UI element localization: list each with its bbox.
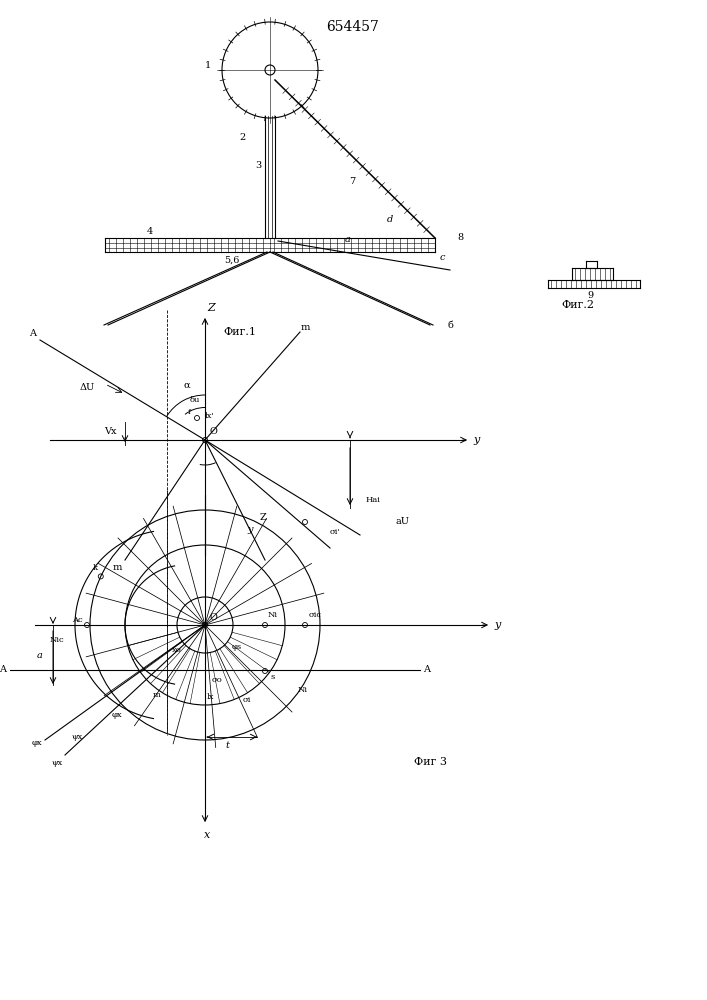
Text: i': i' [187,408,192,416]
Text: O: O [209,612,217,621]
Text: m: m [112,564,122,572]
Text: y: y [495,620,501,630]
Text: σo: σo [211,676,223,684]
Text: d: d [387,216,393,225]
Text: x: x [204,830,210,840]
Text: Ni: Ni [268,611,278,619]
Text: σic: σic [308,611,322,619]
Text: α: α [184,380,190,389]
Text: ΔU: ΔU [79,383,95,392]
Text: φs: φs [232,643,242,651]
Text: A: A [423,666,431,674]
Text: A: A [30,330,37,338]
Text: 9: 9 [587,292,593,300]
Text: y: y [247,526,252,534]
Text: 5,6: 5,6 [224,255,240,264]
Text: Vx: Vx [104,428,116,436]
Text: a: a [345,235,351,244]
Text: xo: xo [172,646,182,654]
Text: φx: φx [112,711,122,719]
Text: m: m [300,322,310,332]
Text: aU: aU [396,518,410,526]
Text: σi': σi' [329,528,340,536]
Text: 4: 4 [147,228,153,236]
Text: 1: 1 [205,60,211,70]
Text: lx: lx [206,693,214,701]
Text: 2: 2 [240,133,246,142]
Text: σi: σi [243,696,251,704]
Text: a: a [37,650,43,660]
Text: ψx: ψx [71,733,83,741]
Text: Z: Z [207,303,215,313]
Text: Ni: Ni [298,686,308,694]
Text: δu: δu [189,396,200,404]
Text: Hai: Hai [366,496,380,504]
Text: A: A [0,666,6,674]
Text: lx': lx' [205,412,215,420]
Text: Фиг.2: Фиг.2 [561,300,595,310]
Text: φx: φx [32,739,42,747]
Text: 7: 7 [349,178,355,186]
Text: Nic: Nic [49,636,64,644]
Text: t: t [225,740,229,750]
Text: Фиг 3: Фиг 3 [414,757,447,767]
Text: k: k [93,564,98,572]
Text: 654457: 654457 [327,20,380,34]
Text: O: O [209,428,217,436]
Text: m: m [153,691,161,699]
Text: ψx: ψx [52,759,63,767]
Text: б: б [447,320,453,330]
Text: c: c [439,253,445,262]
Text: y: y [474,435,480,445]
Text: Фиг.1: Фиг.1 [223,327,257,337]
Text: 8: 8 [457,233,463,242]
Text: Ac: Ac [71,616,82,624]
Text: Z: Z [259,514,267,522]
Text: 3: 3 [255,160,261,169]
Text: s: s [271,673,275,681]
